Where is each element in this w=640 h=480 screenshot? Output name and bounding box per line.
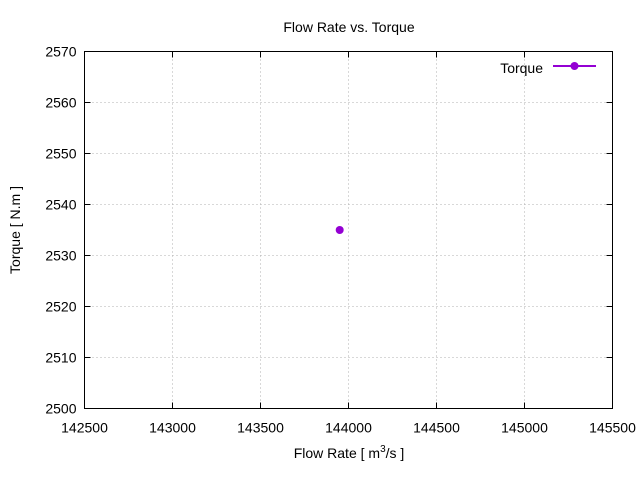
y-tick-label: 2510	[45, 350, 76, 366]
plot-frame	[84, 51, 613, 409]
x-tick-label: 143500	[237, 420, 284, 436]
x-axis-label-main: Flow Rate [ m	[294, 445, 380, 461]
x-axis-label: Flow Rate [ m3/s ]	[294, 444, 405, 461]
y-tick-label: 2530	[45, 248, 76, 264]
x-tick-label: 143000	[149, 420, 196, 436]
x-tick-label: 144500	[413, 420, 460, 436]
y-tick-label: 2570	[45, 44, 76, 60]
y-axis-ticks: 2500 2510 2520 2530 2540 2550 2560 2570	[45, 44, 613, 417]
legend-label-torque: Torque	[500, 60, 543, 76]
legend: Torque	[500, 60, 596, 76]
x-tick-label: 145500	[589, 420, 636, 436]
x-axis-ticks: 142500 143000 143500 144000 144500 145000 1455…	[61, 51, 636, 436]
x-tick-label: 145000	[501, 420, 548, 436]
y-tick-label: 2540	[45, 197, 76, 213]
chart-title: Flow Rate vs. Torque	[283, 19, 414, 35]
series-torque	[335, 226, 344, 234]
legend-marker-torque	[570, 62, 579, 70]
x-tick-label: 144000	[325, 420, 372, 436]
data-point	[335, 226, 344, 234]
y-axis-label: Torque [ N.m ]	[7, 186, 23, 274]
y-tick-label: 2550	[45, 146, 76, 162]
x-axis-label-superscript: 3	[380, 444, 386, 455]
y-tick-label: 2520	[45, 299, 76, 315]
y-tick-label: 2560	[45, 95, 76, 111]
x-tick-label: 142500	[61, 420, 108, 436]
y-tick-label: 2500	[45, 401, 76, 417]
x-axis-label-tail: /s ]	[386, 445, 405, 461]
grid	[84, 51, 613, 409]
